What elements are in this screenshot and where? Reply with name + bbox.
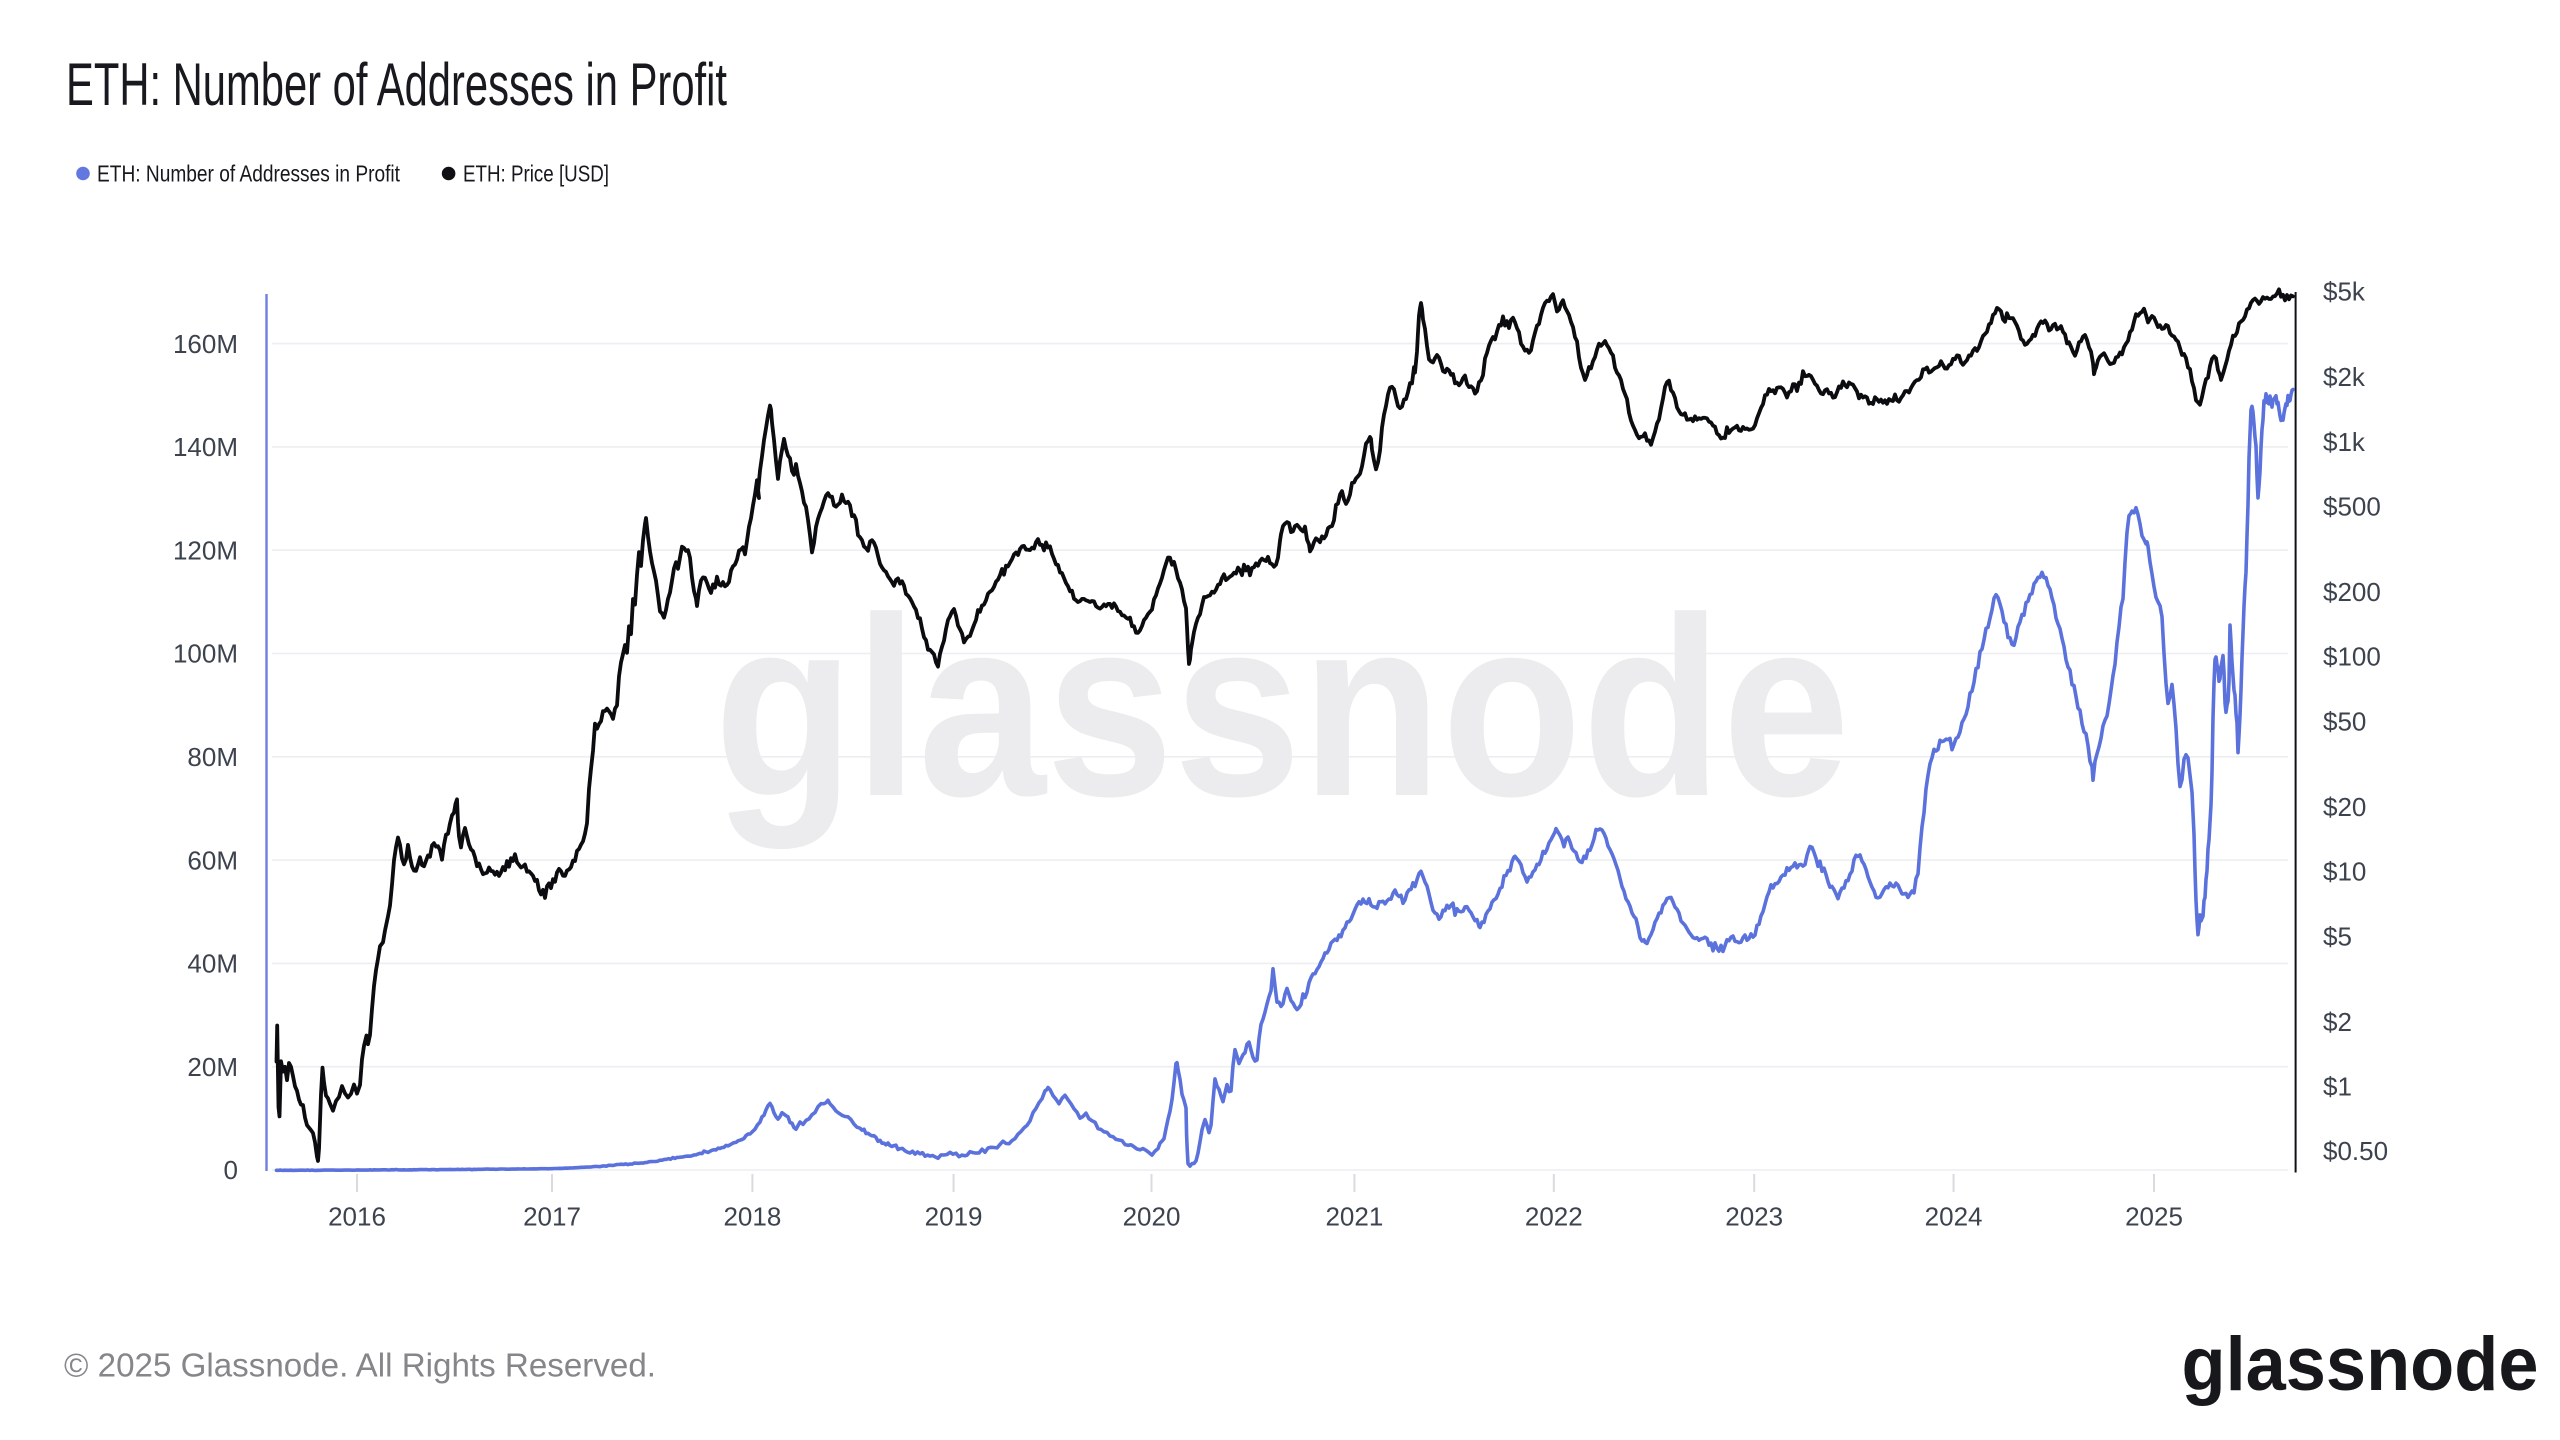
svg-text:2019: 2019 [925, 1202, 983, 1232]
svg-text:$10: $10 [2323, 857, 2366, 887]
svg-text:2018: 2018 [723, 1202, 781, 1232]
svg-text:$500: $500 [2323, 492, 2381, 522]
svg-text:2020: 2020 [1123, 1202, 1181, 1232]
svg-text:$1k: $1k [2323, 427, 2366, 457]
svg-text:ETH: Price [USD]: ETH: Price [USD] [463, 161, 609, 187]
svg-text:$2: $2 [2323, 1007, 2352, 1037]
svg-text:40M: 40M [187, 949, 238, 979]
svg-text:$20: $20 [2323, 792, 2366, 822]
svg-text:$50: $50 [2323, 706, 2366, 736]
svg-text:$2k: $2k [2323, 362, 2366, 392]
svg-text:$5: $5 [2323, 921, 2352, 951]
svg-text:2023: 2023 [1725, 1202, 1783, 1232]
svg-text:100M: 100M [173, 639, 238, 669]
svg-text:$5k: $5k [2323, 277, 2366, 307]
svg-text:© 2025 Glassnode. All Rights R: © 2025 Glassnode. All Rights Reserved. [64, 1347, 656, 1384]
svg-text:60M: 60M [187, 845, 238, 875]
svg-text:2016: 2016 [328, 1202, 386, 1232]
svg-text:0: 0 [224, 1155, 238, 1185]
svg-text:2021: 2021 [1325, 1202, 1383, 1232]
svg-text:glassnode: glassnode [714, 565, 1850, 850]
svg-text:ETH: Number of Addresses in Pr: ETH: Number of Addresses in Profit [66, 51, 727, 118]
svg-text:$1: $1 [2323, 1072, 2352, 1102]
svg-text:2025: 2025 [2125, 1202, 2183, 1232]
svg-text:120M: 120M [173, 535, 238, 565]
svg-text:2024: 2024 [1925, 1202, 1983, 1232]
svg-text:glassnode: glassnode [2182, 1322, 2539, 1407]
svg-text:20M: 20M [187, 1052, 238, 1082]
svg-text:$200: $200 [2323, 577, 2381, 607]
svg-text:2022: 2022 [1525, 1202, 1583, 1232]
svg-text:2017: 2017 [523, 1202, 581, 1232]
svg-text:140M: 140M [173, 432, 238, 462]
svg-text:$0.50: $0.50 [2323, 1136, 2388, 1166]
svg-text:ETH: Number of Addresses in Pr: ETH: Number of Addresses in Profit [97, 161, 401, 187]
svg-text:160M: 160M [173, 329, 238, 359]
svg-text:80M: 80M [187, 742, 238, 772]
svg-text:$100: $100 [2323, 642, 2381, 672]
